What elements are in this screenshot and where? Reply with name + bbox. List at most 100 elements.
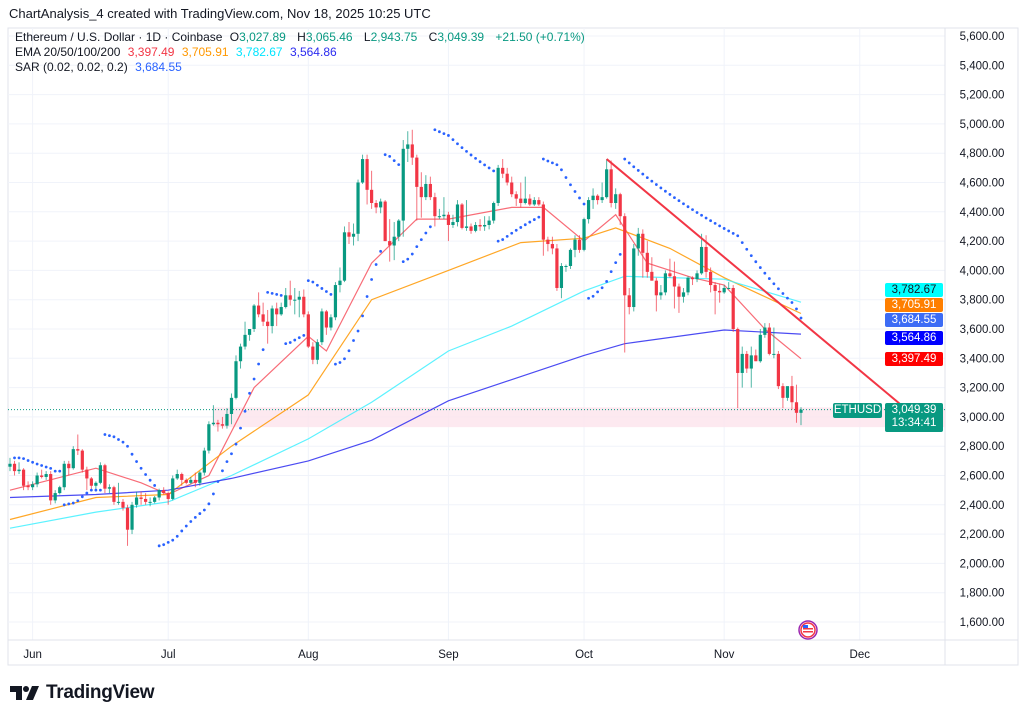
candle-body bbox=[175, 474, 179, 479]
candle-body bbox=[731, 287, 735, 329]
candle-body bbox=[370, 189, 374, 204]
candle-body bbox=[94, 482, 98, 486]
candle-body bbox=[166, 493, 170, 499]
candle-body bbox=[333, 285, 338, 318]
candle-body bbox=[627, 295, 631, 308]
ema50-price-badge: 3,705.91 bbox=[885, 298, 943, 312]
candle-body bbox=[455, 204, 460, 223]
sar-dot bbox=[320, 287, 324, 290]
trendline[interactable] bbox=[605, 158, 906, 409]
sar-dot bbox=[221, 469, 224, 473]
sar-dot bbox=[758, 266, 762, 269]
sar-dot bbox=[541, 157, 545, 161]
sar-dot bbox=[727, 229, 731, 233]
sar-price-badge: 3,684.55 bbox=[885, 313, 943, 327]
sar-dot bbox=[564, 176, 568, 179]
candle-body bbox=[53, 493, 57, 501]
price-tick-label: 4,800.00 bbox=[960, 148, 1005, 160]
candle-body bbox=[718, 290, 722, 293]
candle-body bbox=[546, 239, 550, 245]
candle-body bbox=[202, 450, 206, 473]
time-axis[interactable]: Jun Jul Aug Sep Oct Nov Dec bbox=[23, 649, 870, 661]
sar-dot bbox=[108, 434, 111, 438]
sar-dot bbox=[777, 287, 780, 291]
sar-dot bbox=[664, 189, 667, 193]
ema-label[interactable]: EMA 20/50/100/200 bbox=[15, 45, 121, 59]
sar-dot bbox=[26, 459, 30, 462]
sar-dot bbox=[419, 238, 423, 241]
symbol-name[interactable]: Ethereum / U.S. Dollar · 1D · Coinbase bbox=[15, 30, 223, 44]
symbol-tag: ETHUSD bbox=[833, 403, 882, 418]
attribution: ChartAnalysis_4 created with TradingView… bbox=[9, 6, 431, 21]
time-tick-label: Dec bbox=[850, 649, 871, 661]
ema20-value: 3,397.49 bbox=[127, 45, 175, 59]
candles bbox=[8, 129, 803, 546]
candle-body bbox=[519, 198, 523, 204]
sar-dot bbox=[67, 502, 71, 506]
sar-dot bbox=[578, 196, 581, 200]
descending-trendline[interactable] bbox=[605, 158, 906, 409]
sar-dot bbox=[103, 433, 107, 436]
sar-dot bbox=[537, 215, 541, 219]
sar-dot bbox=[347, 349, 351, 353]
candle-body bbox=[478, 224, 482, 227]
candle-body bbox=[514, 194, 518, 199]
sar-dot bbox=[302, 334, 306, 337]
sar-dot bbox=[392, 159, 396, 163]
sar-dot bbox=[609, 270, 613, 274]
sar-dot bbox=[153, 484, 157, 487]
sar-dot bbox=[374, 263, 378, 266]
sar-dot bbox=[456, 142, 459, 146]
candle-body bbox=[645, 252, 649, 272]
candle-body bbox=[528, 198, 532, 205]
candle-body bbox=[374, 203, 378, 208]
price-axis[interactable]: 1,600.00 1,800.00 2,000.00 2,200.00 2,400.00… bbox=[960, 31, 1005, 629]
tradingview-logo[interactable]: TradingView bbox=[10, 682, 155, 704]
sar-dot bbox=[505, 234, 509, 238]
sar-label[interactable]: SAR (0.02, 0.02, 0.2) bbox=[15, 60, 128, 74]
sar-dot bbox=[370, 278, 373, 281]
candle-body bbox=[252, 305, 256, 329]
candle-body bbox=[293, 299, 297, 301]
sar-dot bbox=[401, 260, 405, 264]
candle-body bbox=[695, 273, 699, 280]
candle-body bbox=[790, 386, 794, 403]
candle-body bbox=[58, 487, 62, 494]
candle-body bbox=[659, 292, 663, 296]
economic-event-us-flag-icon[interactable] bbox=[798, 620, 818, 640]
sar-dot bbox=[121, 440, 125, 444]
sar-dot bbox=[356, 329, 360, 333]
candle-body bbox=[315, 342, 319, 360]
time-tick-label: Sep bbox=[438, 649, 458, 661]
candle-body bbox=[781, 386, 785, 398]
sar-dot bbox=[704, 216, 708, 220]
sar-dot bbox=[117, 438, 120, 441]
sar-dot bbox=[49, 467, 53, 470]
bar-countdown: 13:34:41 bbox=[891, 417, 937, 429]
sar-dot bbox=[551, 161, 554, 165]
sar-dot bbox=[560, 168, 563, 172]
sar-dot bbox=[58, 469, 62, 473]
candle-body bbox=[76, 449, 80, 451]
sar-dot bbox=[673, 196, 676, 199]
sar-dot bbox=[682, 202, 685, 206]
sar-dot bbox=[632, 165, 636, 169]
sar-dot bbox=[352, 339, 355, 342]
sar-dot bbox=[94, 488, 98, 492]
candle-body bbox=[257, 305, 261, 315]
sar-dot bbox=[460, 146, 464, 150]
candle-body bbox=[749, 355, 753, 369]
candle-body bbox=[80, 450, 84, 470]
sar-dot bbox=[641, 172, 645, 176]
sar-dot bbox=[478, 160, 482, 164]
candle-body bbox=[451, 222, 455, 225]
sar-dot bbox=[202, 508, 206, 512]
candle-body bbox=[220, 424, 225, 426]
ema200-value: 3,564.86 bbox=[289, 45, 337, 59]
sar-dot bbox=[582, 202, 586, 206]
sar-dot bbox=[343, 357, 346, 361]
sar-dot bbox=[614, 261, 618, 265]
sar-dot bbox=[365, 295, 369, 298]
candle-body bbox=[211, 422, 215, 425]
